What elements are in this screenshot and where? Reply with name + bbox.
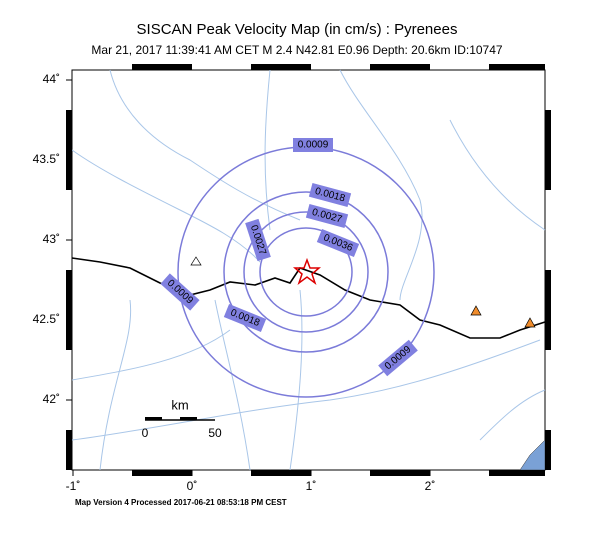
lat-tick-label: 43.5˚ [33,152,60,166]
title: SISCAN Peak Velocity Map (in cm/s) : Pyr… [137,21,458,38]
contour [243,211,369,333]
epicenter [292,257,322,286]
lon-tick-label: -1˚ [66,479,81,493]
band [370,64,430,70]
river [71,329,231,381]
lat-tick-label: 42˚ [43,392,60,406]
river [289,289,303,471]
river [99,299,132,471]
contour-label-box [316,229,360,257]
river [109,69,301,221]
contour-label-box [160,273,200,311]
contour-label: 0.0018 [308,183,352,207]
band [545,430,551,470]
contour-label-box [308,183,352,207]
river [264,69,271,231]
contour-label-box [305,204,349,228]
station [190,256,202,266]
contour-label-box [293,138,333,152]
river [71,339,541,441]
station [470,305,482,316]
footer: Map Version 4 Processed 2017-06-21 08:53… [75,498,287,507]
river [214,299,251,471]
band [545,110,551,190]
band [132,470,192,476]
band [489,64,545,70]
contour-label-text: 0.0009 [298,140,329,151]
band [251,64,311,70]
scale-bar: km 0 50 [142,397,222,440]
contour [259,227,353,317]
contour-label: 0.0009 [293,138,333,152]
river [449,119,546,231]
band [545,270,551,350]
river [339,69,423,301]
map: 0.00090.00180.00270.00360.00270.00090.00… [66,64,551,476]
scale-segment [180,417,197,420]
scale-start: 0 [142,426,149,440]
lat-tick-label: 42.5˚ [33,312,60,326]
station [524,317,536,328]
band [489,470,545,476]
band [132,64,192,70]
band [370,470,430,476]
band [66,430,72,470]
rivers [71,69,546,471]
map-frame [71,69,546,471]
river [71,149,261,263]
lon-tick-label: 2˚ [425,479,436,493]
contour-label-box [223,304,267,332]
lat-tick-label: 44˚ [43,72,60,86]
contour-label-box [378,339,418,377]
band [66,270,72,350]
contour [223,191,389,353]
scale-unit: km [171,397,188,412]
lon-tick-label: 0˚ [187,479,198,493]
lat-tick-label: 43˚ [43,232,60,246]
band [251,470,311,476]
contour-label: 0.0027 [305,204,349,228]
frame-bands [66,64,551,476]
band [66,110,72,190]
scale-end: 50 [208,426,222,440]
scale-segment [145,417,162,420]
subtitle: Mar 21, 2017 11:39:41 AM CET M 2.4 N42.8… [91,43,502,57]
contour-label-box [245,218,271,262]
river [479,389,546,441]
lon-tick-label: 1˚ [306,479,317,493]
